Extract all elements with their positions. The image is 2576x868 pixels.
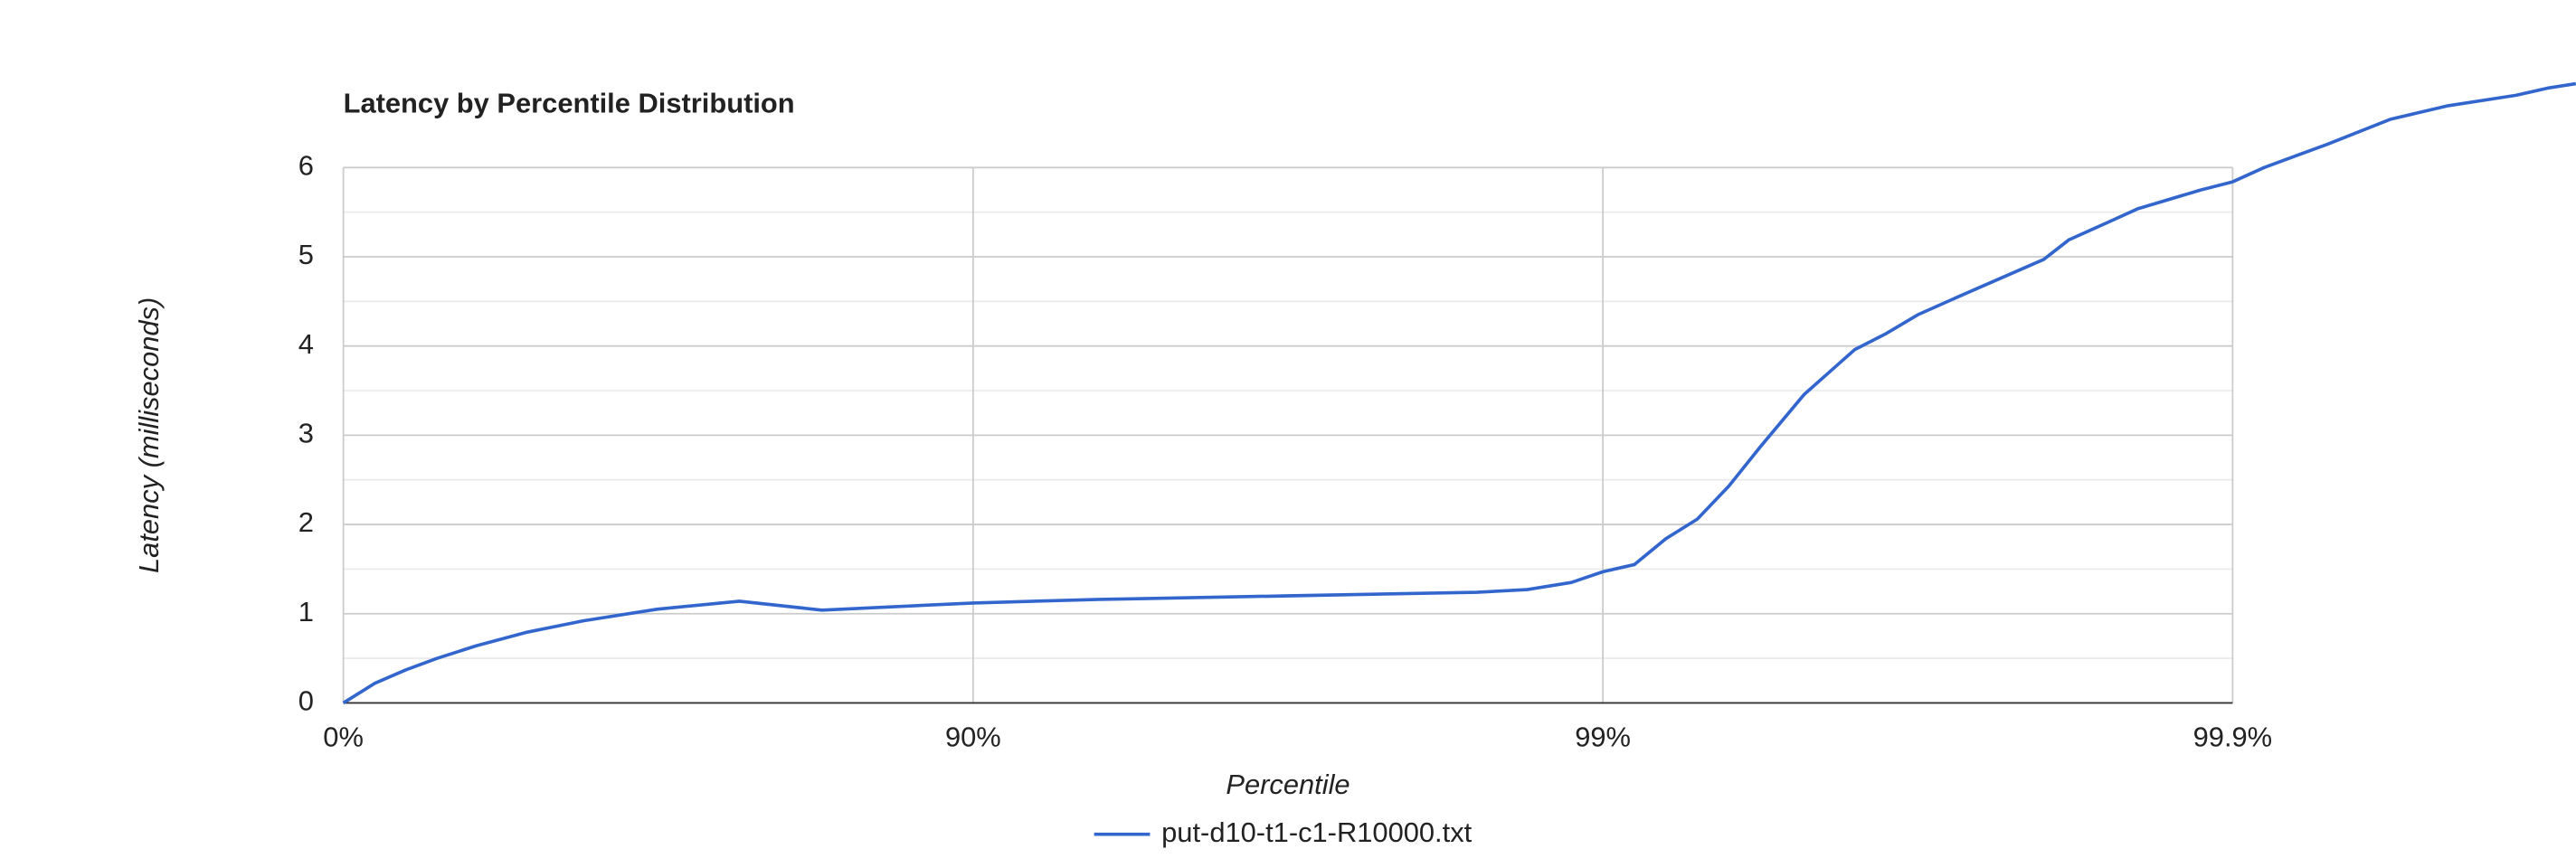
data-line (342, 81, 2576, 704)
grid: 0 1 2 3 4 5 6 0% 90% 99% 99.9% (298, 149, 2272, 752)
y-tick-label: 6 (298, 149, 314, 181)
y-tick-label: 3 (298, 418, 314, 449)
y-axis-label: Latency (milliseconds) (133, 297, 165, 573)
x-tick-label: 99.9% (2193, 722, 2273, 753)
y-tick-label: 0 (298, 685, 314, 717)
x-tick-label: 90% (945, 722, 1001, 753)
y-tick-label: 1 (298, 596, 314, 627)
y-tick-label: 5 (298, 239, 314, 270)
y-tick-label: 2 (298, 506, 314, 538)
y-tick-label: 4 (298, 328, 314, 360)
x-tick-label: 99% (1575, 722, 1631, 753)
x-axis-label: Percentile (1226, 769, 1350, 800)
chart-title: Latency by Percentile Distribution (344, 87, 795, 118)
x-tick-label: 0% (323, 722, 364, 753)
legend-label: put-d10-t1-c1-R10000.txt (1161, 816, 1472, 848)
plot (342, 81, 2576, 704)
